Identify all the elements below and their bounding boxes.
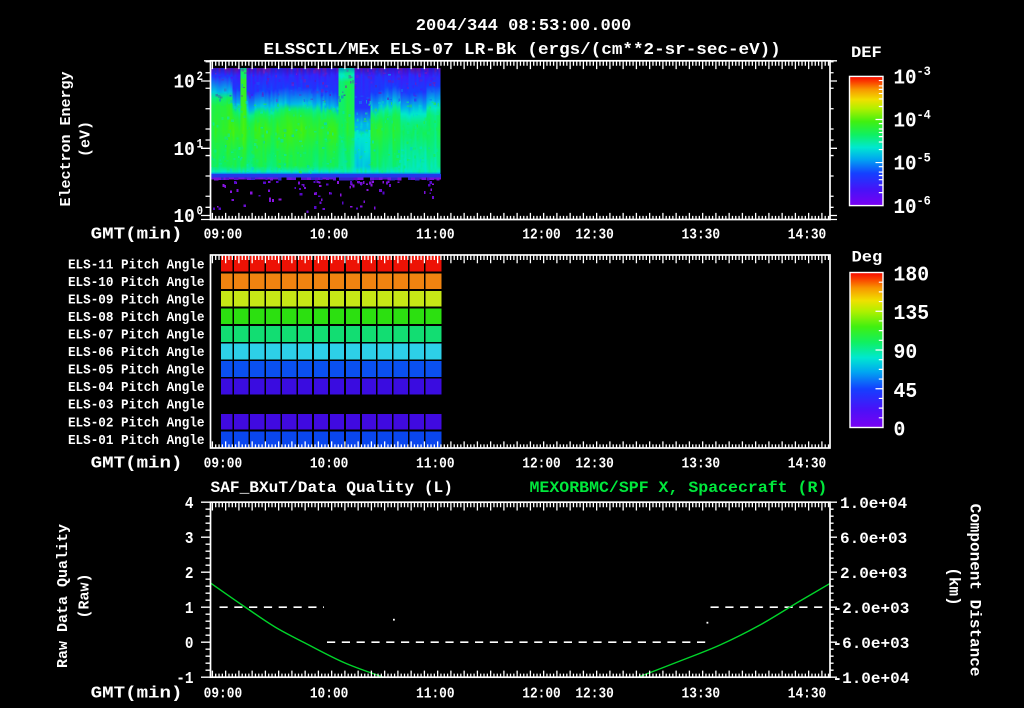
svg-text:-6.0e+03: -6.0e+03: [833, 635, 910, 653]
svg-text:-2.0e+03: -2.0e+03: [833, 600, 910, 618]
svg-text:2: 2: [197, 69, 204, 84]
svg-text:13:30: 13:30: [682, 228, 720, 244]
svg-text:10:00: 10:00: [310, 228, 348, 244]
svg-text:GMT(min): GMT(min): [91, 455, 183, 473]
svg-text:180: 180: [894, 264, 930, 288]
svg-text:GMT(min): GMT(min): [91, 226, 183, 244]
svg-text:(Raw): (Raw): [77, 573, 94, 618]
svg-text:-1.0e+04: -1.0e+04: [833, 670, 910, 688]
svg-text:10: 10: [174, 206, 195, 228]
svg-text:13:30: 13:30: [682, 457, 720, 473]
svg-text:ELS-07 Pitch Angle: ELS-07 Pitch Angle: [68, 327, 205, 343]
svg-text:12:00: 12:00: [522, 687, 560, 703]
svg-text:1.0e+04: 1.0e+04: [840, 495, 908, 513]
svg-text:13:30: 13:30: [682, 687, 720, 703]
svg-text:Deg: Deg: [852, 248, 883, 266]
svg-text:0: 0: [185, 634, 194, 653]
svg-text:ELS-08 Pitch Angle: ELS-08 Pitch Angle: [68, 310, 205, 326]
svg-text:1: 1: [185, 599, 194, 618]
svg-text:ELS-10 Pitch Angle: ELS-10 Pitch Angle: [68, 275, 205, 291]
svg-text:ELS-09 Pitch Angle: ELS-09 Pitch Angle: [68, 292, 205, 308]
svg-text:ELS-05 Pitch Angle: ELS-05 Pitch Angle: [68, 362, 205, 378]
svg-text:ELS-04 Pitch Angle: ELS-04 Pitch Angle: [68, 380, 205, 396]
svg-text:09:00: 09:00: [204, 457, 242, 473]
svg-text:10:00: 10:00: [310, 687, 348, 703]
svg-text:ELS-11 Pitch Angle: ELS-11 Pitch Angle: [68, 257, 205, 273]
svg-text:11:00: 11:00: [416, 687, 454, 703]
svg-text:Raw Data Quality: Raw Data Quality: [55, 524, 72, 668]
svg-text:14:30: 14:30: [788, 228, 826, 244]
svg-text:Component Distance: Component Distance: [966, 504, 984, 677]
svg-text:09:00: 09:00: [204, 228, 242, 244]
svg-text:MEXORBMC/SPF X, Spacecraft (R): MEXORBMC/SPF X, Spacecraft (R): [530, 478, 828, 497]
svg-text:2004/344 08:53:00.000: 2004/344 08:53:00.000: [416, 17, 631, 36]
svg-text:12:30: 12:30: [575, 687, 613, 703]
svg-text:3: 3: [185, 529, 194, 548]
svg-text:ELSSCIL/MEx ELS-07 LR-Bk (erg: ELSSCIL/MEx ELS-07 LR-Bk (ergs/(cm**2-sr…: [264, 41, 781, 59]
svg-text:12:00: 12:00: [522, 457, 560, 473]
svg-text:ELS-06 Pitch Angle: ELS-06 Pitch Angle: [68, 345, 205, 361]
svg-text:10: 10: [174, 72, 195, 94]
svg-text:ELS-02 Pitch Angle: ELS-02 Pitch Angle: [68, 415, 205, 431]
svg-text:4: 4: [185, 494, 194, 513]
svg-text:10: 10: [174, 139, 195, 161]
svg-text:Electron Energy: Electron Energy: [58, 71, 75, 206]
svg-text:10: 10: [894, 110, 917, 134]
svg-text:10: 10: [894, 67, 917, 91]
svg-text:1: 1: [197, 137, 204, 152]
svg-text:GMT(min): GMT(min): [91, 685, 183, 703]
svg-text:12:30: 12:30: [575, 457, 613, 473]
svg-text:14:30: 14:30: [788, 457, 826, 473]
svg-text:11:00: 11:00: [416, 457, 454, 473]
svg-text:0: 0: [197, 204, 204, 219]
svg-text:-3: -3: [917, 64, 931, 80]
svg-text:10: 10: [894, 153, 917, 177]
svg-text:DEF: DEF: [851, 44, 882, 62]
svg-text:14:30: 14:30: [788, 687, 826, 703]
svg-text:SAF_BXuT/Data Quality (L): SAF_BXuT/Data Quality (L): [211, 479, 453, 497]
svg-text:12:30: 12:30: [575, 228, 613, 244]
svg-text:10:00: 10:00: [310, 457, 348, 473]
svg-text:(km): (km): [945, 567, 963, 605]
svg-text:-6: -6: [917, 193, 931, 209]
svg-text:ELS-03 Pitch Angle: ELS-03 Pitch Angle: [68, 397, 205, 413]
svg-text:(eV): (eV): [78, 121, 95, 157]
svg-text:09:00: 09:00: [204, 687, 242, 703]
svg-text:-4: -4: [917, 107, 932, 123]
svg-text:90: 90: [894, 342, 918, 366]
svg-text:0: 0: [894, 419, 906, 443]
svg-text:-1: -1: [176, 669, 193, 688]
svg-text:6.0e+03: 6.0e+03: [840, 530, 907, 548]
svg-text:10: 10: [894, 196, 917, 220]
svg-text:ELS-01 Pitch Angle: ELS-01 Pitch Angle: [68, 432, 205, 448]
svg-text:2.0e+03: 2.0e+03: [840, 565, 907, 583]
svg-text:135: 135: [894, 303, 930, 327]
svg-text:-5: -5: [917, 150, 931, 166]
svg-text:45: 45: [894, 380, 918, 404]
svg-text:2: 2: [185, 564, 194, 583]
svg-text:12:00: 12:00: [522, 228, 560, 244]
svg-text:11:00: 11:00: [416, 228, 454, 244]
